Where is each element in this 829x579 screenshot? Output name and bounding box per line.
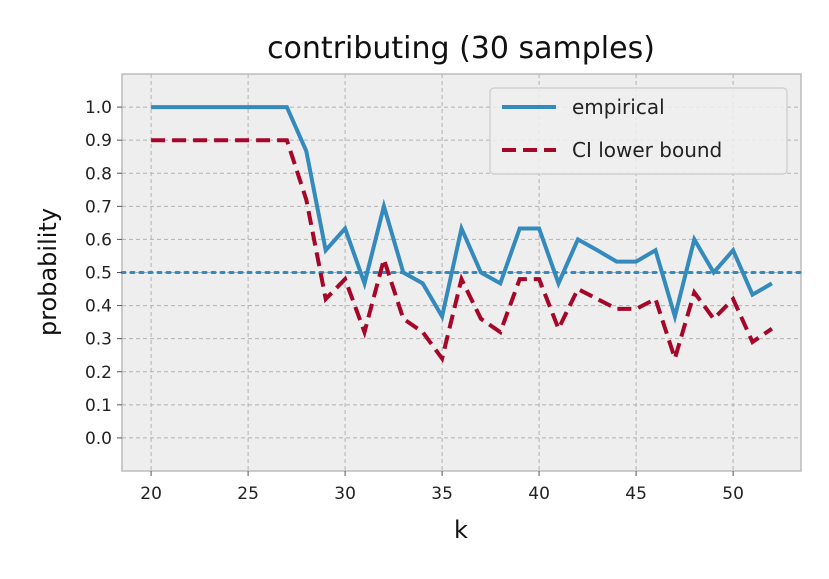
x-axis-ticks: 20 25 30 35 40 45 50 <box>140 471 744 504</box>
y-tick-label: 1.0 <box>85 98 112 118</box>
y-tick-label: 0.5 <box>85 264 112 284</box>
y-tick-label: 0.4 <box>85 297 112 317</box>
x-tick-label: 30 <box>334 484 356 504</box>
y-axis-label: probability <box>34 208 62 336</box>
y-tick-label: 0.8 <box>85 164 112 184</box>
x-tick-label: 25 <box>237 484 259 504</box>
legend-label-ci-lower-bound: CI lower bound <box>572 138 722 162</box>
series-lines <box>151 105 774 366</box>
legend-box <box>489 87 788 175</box>
x-tick-label: 40 <box>528 484 550 504</box>
x-tick-label: 35 <box>431 484 453 504</box>
series-line-ci-lower-bound <box>151 138 774 366</box>
y-tick-label: 0.7 <box>85 197 112 217</box>
y-tick-label: 0.1 <box>85 396 112 416</box>
y-tick-label: 0.9 <box>85 131 112 151</box>
x-tick-label: 45 <box>625 484 647 504</box>
y-tick-label: 0.3 <box>85 330 112 350</box>
series-line-empirical <box>151 105 773 325</box>
y-tick-label: 0.2 <box>85 363 112 383</box>
x-axis-label: k <box>454 516 468 544</box>
y-tick-label: 0.0 <box>85 429 112 449</box>
y-axis-ticks: 0.0 0.1 0.2 0.3 0.4 0.5 0.6 0.7 0.8 0.9 1.0 <box>85 98 122 449</box>
y-tick-label: 0.6 <box>85 230 112 250</box>
legend: empirical CI lower bound <box>489 87 788 175</box>
x-tick-label: 50 <box>722 484 744 504</box>
x-tick-label: 20 <box>140 484 162 504</box>
chart-title: contributing (30 samples) <box>267 31 655 66</box>
legend-label-empirical: empirical <box>572 95 665 119</box>
